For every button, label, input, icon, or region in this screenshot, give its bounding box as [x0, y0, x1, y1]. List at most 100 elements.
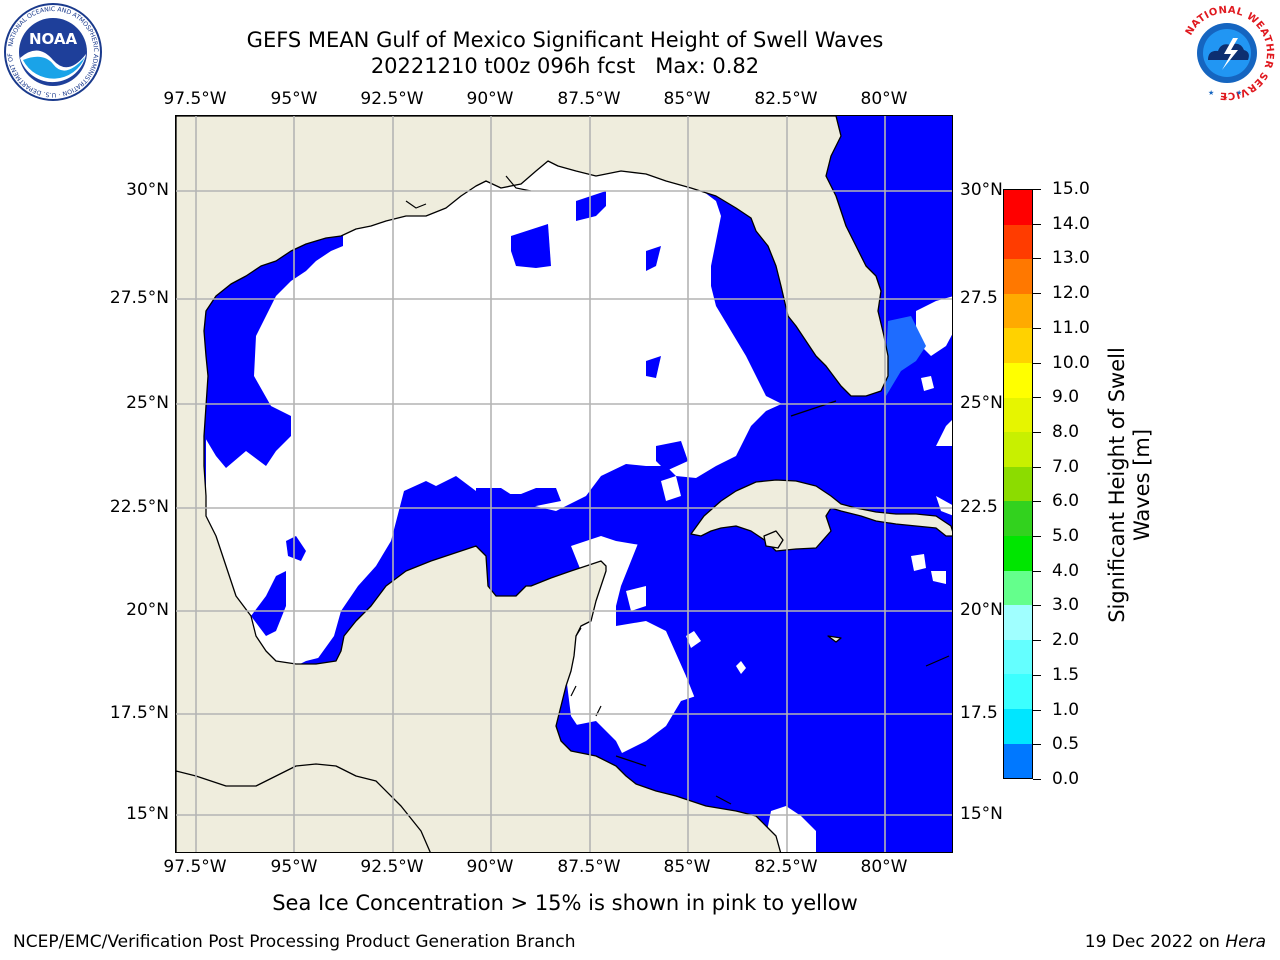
map-panel: [175, 115, 953, 853]
colorbar-segment: [1004, 224, 1032, 260]
colorbar-segment: [1004, 570, 1032, 606]
sea-ice-note: Sea Ice Concentration > 15% is shown in …: [272, 891, 858, 915]
colorbar-tick: [1033, 605, 1041, 607]
colorbar-segment: [1004, 362, 1032, 398]
colorbar-segment: [1004, 639, 1032, 675]
swell-contour-0.5: [886, 316, 926, 396]
colorbar-tick: [1033, 258, 1041, 260]
colorbar-tick: [1033, 744, 1041, 746]
noaa-logo-text: NOAA: [29, 30, 78, 48]
colorbar-segment: [1004, 501, 1032, 536]
colorbar-segment: [1004, 466, 1032, 502]
lon-label-top: 82.5°W: [754, 89, 818, 109]
colorbar-tick-label: 2.0: [1052, 630, 1080, 651]
colorbar-segment: [1004, 743, 1032, 779]
colorbar-tick-label: 6.0: [1052, 491, 1080, 512]
lon-label-top: 97.5°W: [163, 89, 227, 109]
footer-date: 19 Dec 2022 on Hera: [1085, 932, 1266, 952]
lon-label-top: 85°W: [663, 89, 711, 109]
land: [176, 116, 952, 852]
map-svg: [176, 116, 952, 852]
colorbar-tick: [1033, 779, 1041, 780]
colorbar-segment: [1004, 190, 1032, 225]
colorbar-tick-label: 11.0: [1052, 317, 1090, 338]
colorbar-tick: [1033, 501, 1041, 503]
lat-label-right: 22.5: [960, 497, 998, 517]
lat-label-left: 17.5°N: [109, 703, 169, 723]
landmass-cayman: [827, 635, 842, 643]
svg-text:★: ★: [1236, 89, 1242, 97]
lon-label-bottom: 87.5°W: [557, 857, 621, 877]
lon-label-bottom: 82.5°W: [754, 857, 818, 877]
lon-label-bottom: 80°W: [860, 857, 908, 877]
landmass-north-america: [176, 116, 889, 852]
lat-label-right: 27.5: [960, 288, 998, 308]
colorbar-tick-label: 8.0: [1052, 421, 1080, 442]
graticule: [176, 116, 952, 852]
svg-text:★: ★: [1222, 94, 1228, 102]
colorbar-tick: [1033, 223, 1041, 225]
colorbar-tick-label: 5.0: [1052, 526, 1080, 547]
svg-text:★: ★: [1208, 89, 1214, 97]
colorbar-segment: [1004, 259, 1032, 294]
colorbar-segment: [1004, 535, 1032, 571]
lon-label-bottom: 95°W: [270, 857, 318, 877]
colorbar-segment: [1004, 397, 1032, 433]
colorbar-tick: [1033, 709, 1041, 711]
colorbar-tick-label: 0.0: [1052, 769, 1080, 789]
colorbar-tick-label: 9.0: [1052, 387, 1080, 408]
lat-label-right: 25°N: [960, 393, 1003, 413]
colorbar-tick: [1033, 466, 1041, 468]
colorbar-tick: [1033, 327, 1041, 329]
lon-label-bottom: 92.5°W: [360, 857, 424, 877]
chart-subtitle: 20221210 t00z 096h fcst Max: 0.82: [370, 54, 760, 78]
colorbar-tick: [1033, 431, 1041, 433]
lon-label-bottom: 90°W: [466, 857, 514, 877]
colorbar-segment: [1004, 605, 1032, 640]
footer-date-text: 19 Dec 2022 on: [1084, 932, 1220, 952]
colorbar-tick: [1033, 397, 1041, 399]
lat-label-left: 27.5°N: [109, 288, 169, 308]
coastline-details: [405, 175, 950, 805]
colorbar-segment: [1004, 708, 1032, 744]
lat-label-right: 30°N: [960, 180, 1003, 200]
lat-label-left: 15°N: [126, 804, 169, 824]
lon-label-top: 90°W: [466, 89, 514, 109]
colorbar-tick-label: 15.0: [1052, 179, 1090, 199]
lon-label-bottom: 97.5°W: [163, 857, 227, 877]
colorbar-tick-label: 13.0: [1052, 248, 1090, 269]
landmass-cuba: [690, 479, 952, 552]
colorbar-tick: [1033, 362, 1041, 364]
colorbar-tick-label: 1.5: [1052, 664, 1080, 685]
colorbar-tick-label: 10.0: [1052, 352, 1090, 373]
colorbar-tick-label: 12.0: [1052, 283, 1090, 304]
colorbar-tick-label: 0.5: [1052, 734, 1080, 755]
colorbar-tick: [1033, 674, 1041, 676]
colorbar-tick: [1033, 189, 1041, 190]
chart-title: GEFS MEAN Gulf of Mexico Significant Hei…: [246, 28, 884, 52]
colorbar-tick-label: 4.0: [1052, 560, 1080, 581]
footer-credit: NCEP/EMC/Verification Post Processing Pr…: [13, 932, 576, 952]
colorbar-tick-label: 7.0: [1052, 456, 1080, 477]
landmass-isla-juventud: [763, 530, 784, 549]
colorbar-tick: [1033, 293, 1041, 295]
colorbar-tick: [1033, 640, 1041, 642]
colorbar-tick-label: 14.0: [1052, 213, 1090, 234]
nws-logo-icon: NATIONAL WEATHER SERVICE ★ ★ ★: [1180, 5, 1275, 102]
colorbar-tick: [1033, 536, 1041, 538]
lat-label-left: 30°N: [126, 180, 169, 200]
colorbar-segment: [1004, 674, 1032, 709]
lon-label-top: 95°W: [270, 89, 318, 109]
footer-system: Hera: [1225, 932, 1266, 952]
colorbar-tick: [1033, 570, 1041, 572]
lon-label-top: 87.5°W: [557, 89, 621, 109]
lat-label-right: 20°N: [960, 600, 1003, 620]
lat-label-left: 25°N: [126, 393, 169, 413]
colorbar-segment: [1004, 432, 1032, 467]
colorbar: [1003, 189, 1033, 779]
lon-label-bottom: 85°W: [663, 857, 711, 877]
lat-label-left: 20°N: [126, 600, 169, 620]
lat-label-right: 17.5: [960, 703, 998, 723]
noaa-logo-icon: NATIONAL OCEANIC AND ATMOSPHERIC ADMINIS…: [3, 2, 102, 101]
colorbar-tick-label: 3.0: [1052, 595, 1080, 616]
